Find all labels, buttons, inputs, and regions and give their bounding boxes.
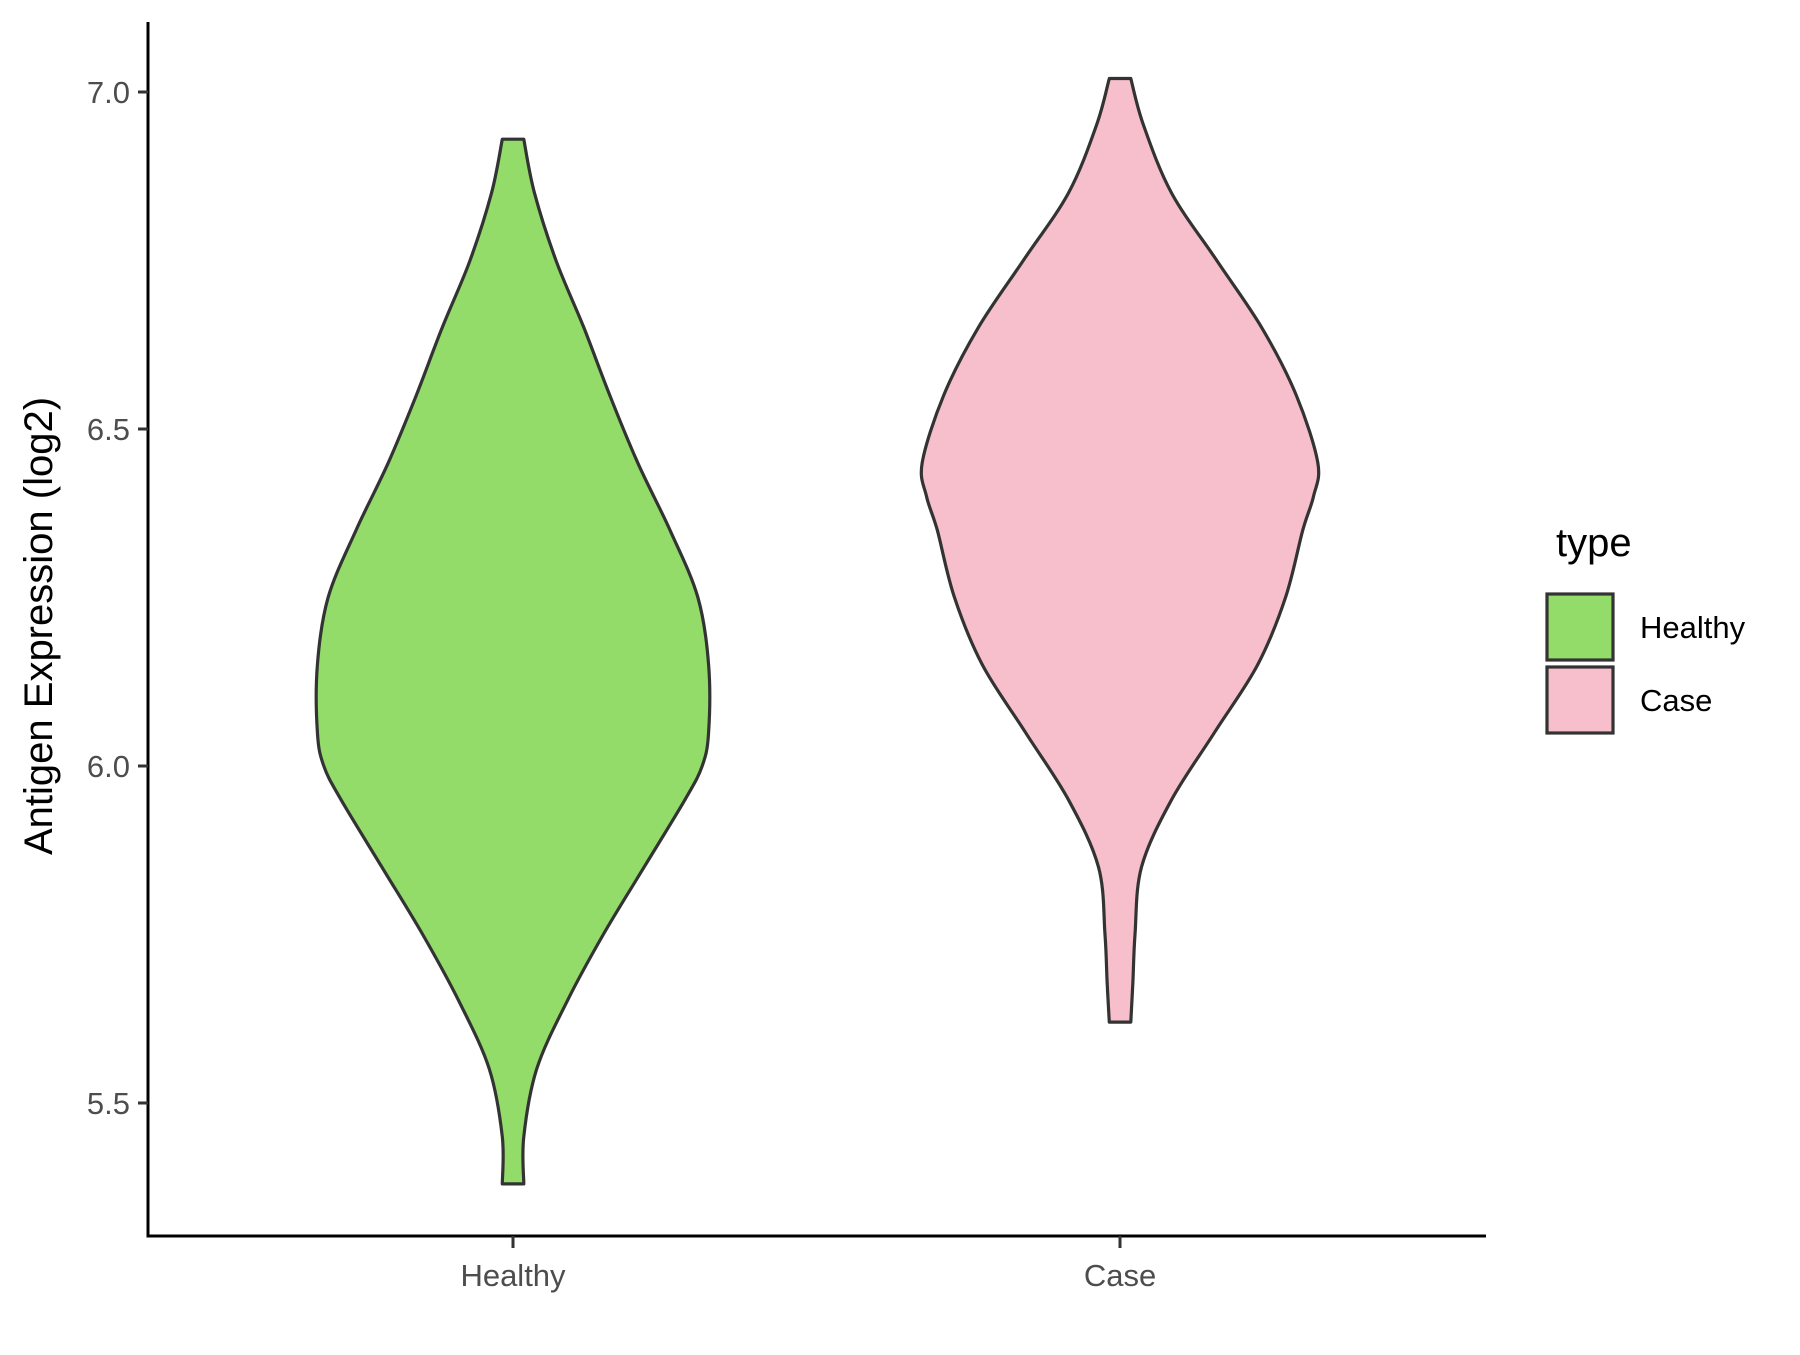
legend-swatch-case	[1545, 665, 1615, 735]
y-axis-title: Antigen Expression (log2)	[17, 397, 61, 855]
y-tick-label: 6.0	[87, 749, 130, 784]
legend-label-case: Case	[1640, 683, 1712, 718]
violin-layer	[314, 76, 1321, 1186]
legend-label-healthy: Healthy	[1640, 610, 1746, 645]
x-tick-label-healthy: Healthy	[460, 1258, 566, 1293]
x-axis-ticks: Healthy Case	[460, 1236, 1156, 1293]
x-tick-label-case: Case	[1084, 1258, 1156, 1293]
violin-case	[919, 76, 1321, 1024]
y-tick-label: 7.0	[87, 75, 130, 110]
legend: type Healthy Case	[1545, 521, 1746, 735]
y-tick-label: 5.5	[87, 1086, 130, 1121]
legend-swatch-healthy	[1545, 592, 1615, 662]
y-axis-ticks: 5.5 6.0 6.5 7.0	[87, 75, 148, 1121]
violin-healthy	[314, 137, 712, 1186]
y-tick-label: 6.5	[87, 412, 130, 447]
legend-title: type	[1556, 521, 1632, 565]
